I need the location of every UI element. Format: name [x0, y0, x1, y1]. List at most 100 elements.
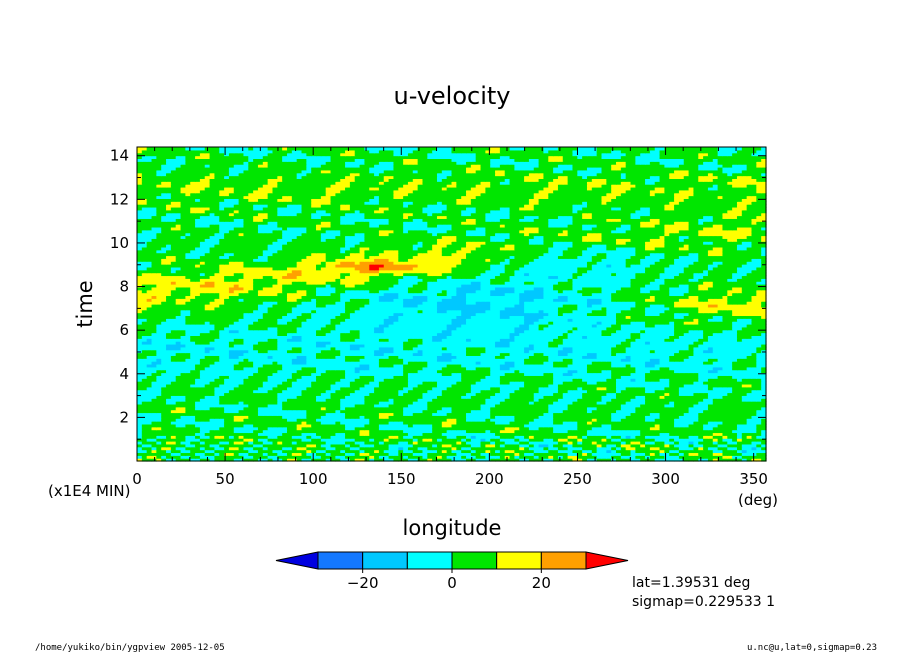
contour-cell: [640, 443, 646, 448]
contour-cell: [137, 421, 143, 425]
contour-cell: [156, 438, 162, 442]
contour-cell: [345, 412, 351, 416]
contour-cell: [746, 409, 753, 414]
contour-cell: [645, 432, 651, 436]
contour-cell: [674, 398, 680, 402]
contour-cell: [151, 395, 157, 399]
contour-cell: [475, 421, 482, 425]
contour-cell: [611, 438, 617, 442]
contour-cell: [199, 398, 206, 402]
contour-cell: [664, 455, 670, 459]
contour-cell: [567, 443, 574, 448]
contour-cell: [170, 452, 177, 456]
contour-cell: [557, 418, 564, 422]
contour-cell: [393, 458, 399, 462]
contour-cell: [654, 398, 661, 402]
contour-cell: [553, 415, 559, 419]
contour-cell: [185, 389, 191, 394]
contour-cell: [741, 421, 748, 425]
contour-cell: [378, 401, 385, 405]
contour-cell: [659, 389, 665, 394]
contour-cell: [514, 435, 520, 439]
contour-cell: [272, 429, 278, 434]
contour-cell: [262, 409, 269, 414]
contour-cell: [330, 389, 336, 394]
contour-cell: [195, 449, 201, 454]
contour-cell: [204, 432, 211, 436]
contour-cell: [141, 441, 148, 445]
contour-cell: [180, 438, 186, 442]
contour-cell: [243, 418, 249, 422]
contour-cell: [451, 392, 457, 396]
contour-cell: [524, 415, 530, 419]
contour-cell: [678, 409, 685, 414]
contour-cell: [674, 389, 680, 394]
contour-cell: [262, 432, 269, 436]
contour-cell: [466, 438, 472, 442]
contour-cell: [586, 423, 593, 428]
contour-cell: [417, 395, 424, 399]
contour-cell: [374, 432, 380, 436]
contour-cell: [480, 438, 486, 442]
contour-cell: [756, 392, 762, 396]
contour-cell: [553, 443, 559, 448]
contour-cell: [306, 386, 312, 391]
contour-cell: [248, 392, 254, 396]
contour-cell: [698, 438, 704, 442]
contour-cell: [301, 415, 307, 419]
contour-cell: [451, 398, 457, 402]
contour-cell: [630, 409, 636, 414]
contour-cell: [712, 412, 719, 416]
contour-cell: [257, 426, 264, 431]
contour-cell: [751, 412, 757, 416]
contour-cell: [209, 426, 216, 431]
contour-cell: [538, 415, 545, 419]
contour-cell: [272, 401, 278, 405]
contour-cell: [156, 412, 162, 416]
contour-cell: [625, 429, 632, 434]
contour-cell: [751, 432, 757, 436]
contour-cell: [562, 432, 569, 436]
contour-cell: [393, 401, 399, 405]
contour-cell: [466, 392, 472, 396]
contour-cell: [267, 395, 274, 399]
contour-cell: [509, 429, 515, 434]
contour-cell: [219, 438, 225, 442]
contour-cell: [528, 403, 535, 408]
contour-cell: [722, 441, 728, 445]
contour-cell: [166, 412, 172, 416]
contour-cell: [606, 443, 612, 448]
contour-cell: [611, 429, 617, 434]
contour-cell: [301, 452, 307, 456]
contour-cell: [257, 435, 264, 439]
contour-cell: [741, 395, 748, 399]
contour-cell: [354, 398, 361, 402]
contour-cell: [175, 426, 182, 431]
contour-cell: [543, 446, 549, 451]
contour-cell: [398, 403, 404, 408]
contour-cell: [291, 452, 298, 456]
contour-cell: [286, 392, 293, 396]
contour-cell: [582, 403, 588, 408]
contour-cell: [736, 423, 743, 428]
contour-cell: [403, 415, 409, 419]
contour-cell: [732, 401, 738, 405]
contour-cell: [693, 423, 699, 428]
contour-cell: [480, 406, 486, 411]
contour-cell: [195, 443, 201, 448]
contour-cell: [441, 401, 448, 405]
contour-cell: [577, 446, 583, 451]
contour-cell: [427, 452, 433, 456]
contour-cell: [703, 446, 709, 451]
contour-cell: [761, 429, 767, 434]
contour-cell: [485, 443, 491, 448]
contour-cell: [645, 435, 651, 439]
contour-cell: [214, 401, 220, 405]
contour-cell: [741, 429, 748, 434]
contour-cell: [470, 435, 477, 439]
contour-cell: [301, 441, 307, 445]
contour-cell: [335, 446, 341, 451]
contour-cell: [267, 409, 274, 414]
contour-cell: [316, 446, 322, 451]
contour-cell: [253, 421, 259, 425]
